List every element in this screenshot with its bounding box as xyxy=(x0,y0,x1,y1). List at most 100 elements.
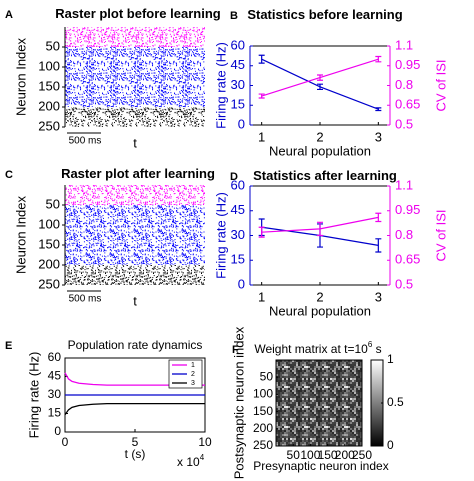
raster-band xyxy=(65,265,205,285)
x-tick-label: 1 xyxy=(258,129,265,144)
x-tick-label: 50 xyxy=(287,448,301,462)
y-tick-label: 50 xyxy=(46,196,60,211)
error-bar xyxy=(317,74,323,81)
chart-title: Statistics after learning xyxy=(253,168,397,183)
axis-label: CV of ISI xyxy=(433,209,448,261)
axis-label: Firing rate (Hz) xyxy=(213,42,228,129)
x-multiplier-base: x 10 xyxy=(177,455,200,469)
panel-letter: C xyxy=(5,169,13,181)
series-line xyxy=(64,372,205,386)
axis-label: Postsynaptic neuron index xyxy=(231,326,246,479)
axis-label: Firing rate (Hz) xyxy=(213,192,228,279)
title-text: Statistics before learning xyxy=(247,7,402,22)
x-axis-label: t (s) xyxy=(125,447,146,461)
y-tick-label: 0 xyxy=(54,424,61,438)
panel-letter: D xyxy=(230,171,238,183)
y-tick-label: 45 xyxy=(231,202,245,217)
x-tick-label: 5 xyxy=(132,435,139,449)
y-tick-label: 30 xyxy=(48,387,62,401)
title-text: Weight matrix at t=10 xyxy=(254,342,368,356)
raster-band xyxy=(65,205,205,265)
chart-title: Statistics before learning xyxy=(247,7,402,22)
panel-letter: F xyxy=(232,344,239,356)
y-tick-label: 50 xyxy=(46,38,60,53)
legend-label: 1 xyxy=(191,362,195,369)
raster-band xyxy=(65,47,205,107)
y-tick-label: 15 xyxy=(231,97,245,112)
title-text: Raster plot after learning xyxy=(61,166,215,181)
y2-tick-label: 1.1 xyxy=(395,37,413,52)
y-tick-label: 150 xyxy=(38,78,60,93)
error-bar xyxy=(258,226,265,238)
x-axis-label: Presynaptic neuron index xyxy=(253,459,388,473)
panel-letter: E xyxy=(5,340,12,352)
x-axis-label: Neural population xyxy=(269,143,371,158)
axis-label: Neuron Index xyxy=(13,195,28,274)
y-tick-label: 250 xyxy=(38,118,60,133)
y-tick-label: 250 xyxy=(253,438,273,452)
y-tick-label: 60 xyxy=(231,177,245,192)
colorbar-tick-label: 0 xyxy=(387,438,394,452)
error-bar xyxy=(258,93,265,99)
chart-title: Raster plot after learning xyxy=(61,166,215,181)
x-tick-label: 2 xyxy=(316,129,323,144)
y-tick-label: 30 xyxy=(231,77,245,92)
x-tick-label: 2 xyxy=(316,289,323,304)
y2-tick-label: 0.65 xyxy=(395,252,420,267)
heatmap-image xyxy=(275,359,363,447)
x-multiplier: x 104 xyxy=(177,453,205,469)
error-bar xyxy=(317,221,323,237)
y-tick-label: 15 xyxy=(231,252,245,267)
y-tick-label: 100 xyxy=(38,216,60,231)
y-tick-label: 60 xyxy=(48,350,62,364)
title-end: s xyxy=(372,342,381,356)
panel-letter: B xyxy=(230,10,238,22)
y2-tick-label: 0.95 xyxy=(395,202,420,217)
x-tick-label: 100 xyxy=(300,448,320,462)
y2-tick-label: 0.5 xyxy=(395,116,413,131)
axis-label: Firing rate (Hz) xyxy=(26,352,41,439)
x-tick-label: 1 xyxy=(258,289,265,304)
title-text: Population rate dynamics xyxy=(68,338,203,352)
y-tick-label: 200 xyxy=(38,256,60,271)
y-tick-label: 50 xyxy=(260,369,274,383)
y2-tick-label: 1.1 xyxy=(395,177,413,192)
y-tick-label: 200 xyxy=(38,98,60,113)
axis-label: CV of ISI xyxy=(433,59,448,111)
y2-tick-label: 0.8 xyxy=(395,77,413,92)
x-multiplier-exp: 4 xyxy=(200,453,205,462)
x-tick-label: 3 xyxy=(375,129,382,144)
y-tick-label: 15 xyxy=(48,406,62,420)
scale-bar-label: 500 ms xyxy=(69,136,102,147)
error-bar xyxy=(375,55,382,63)
error-bar xyxy=(317,83,323,91)
title-exp: 6 xyxy=(368,340,373,349)
error-bar xyxy=(258,54,265,64)
y-tick-label: 30 xyxy=(231,227,245,242)
y-tick-label: 0 xyxy=(238,276,245,291)
axis-label: Neuron Index xyxy=(13,37,28,116)
x-tick-label: 10 xyxy=(198,435,212,449)
colorbar-tick-label: 1 xyxy=(387,352,394,366)
chart-title: Weight matrix at t=106 s xyxy=(254,340,381,356)
x-tick-label: 150 xyxy=(318,448,338,462)
y-tick-label: 100 xyxy=(253,387,273,401)
y-tick-label: 250 xyxy=(38,276,60,291)
x-tick-label: 3 xyxy=(375,289,382,304)
series-line xyxy=(64,402,205,416)
x-axis-label: t xyxy=(133,293,137,308)
error-bar xyxy=(375,212,382,223)
y-tick-label: 45 xyxy=(231,57,245,72)
raster-band xyxy=(65,185,205,205)
error-bar xyxy=(375,238,382,253)
y2-tick-label: 0.95 xyxy=(395,57,420,72)
y2-tick-label: 0.65 xyxy=(395,97,420,112)
y-tick-label: 0 xyxy=(238,116,245,131)
colorbar-tick-label: 0.5 xyxy=(387,395,404,409)
x-tick-label: 0 xyxy=(62,435,69,449)
y-tick-label: 150 xyxy=(253,404,273,418)
y-tick-label: 45 xyxy=(48,369,62,383)
chart-title: Population rate dynamics xyxy=(68,338,203,352)
y2-tick-label: 0.8 xyxy=(395,227,413,242)
